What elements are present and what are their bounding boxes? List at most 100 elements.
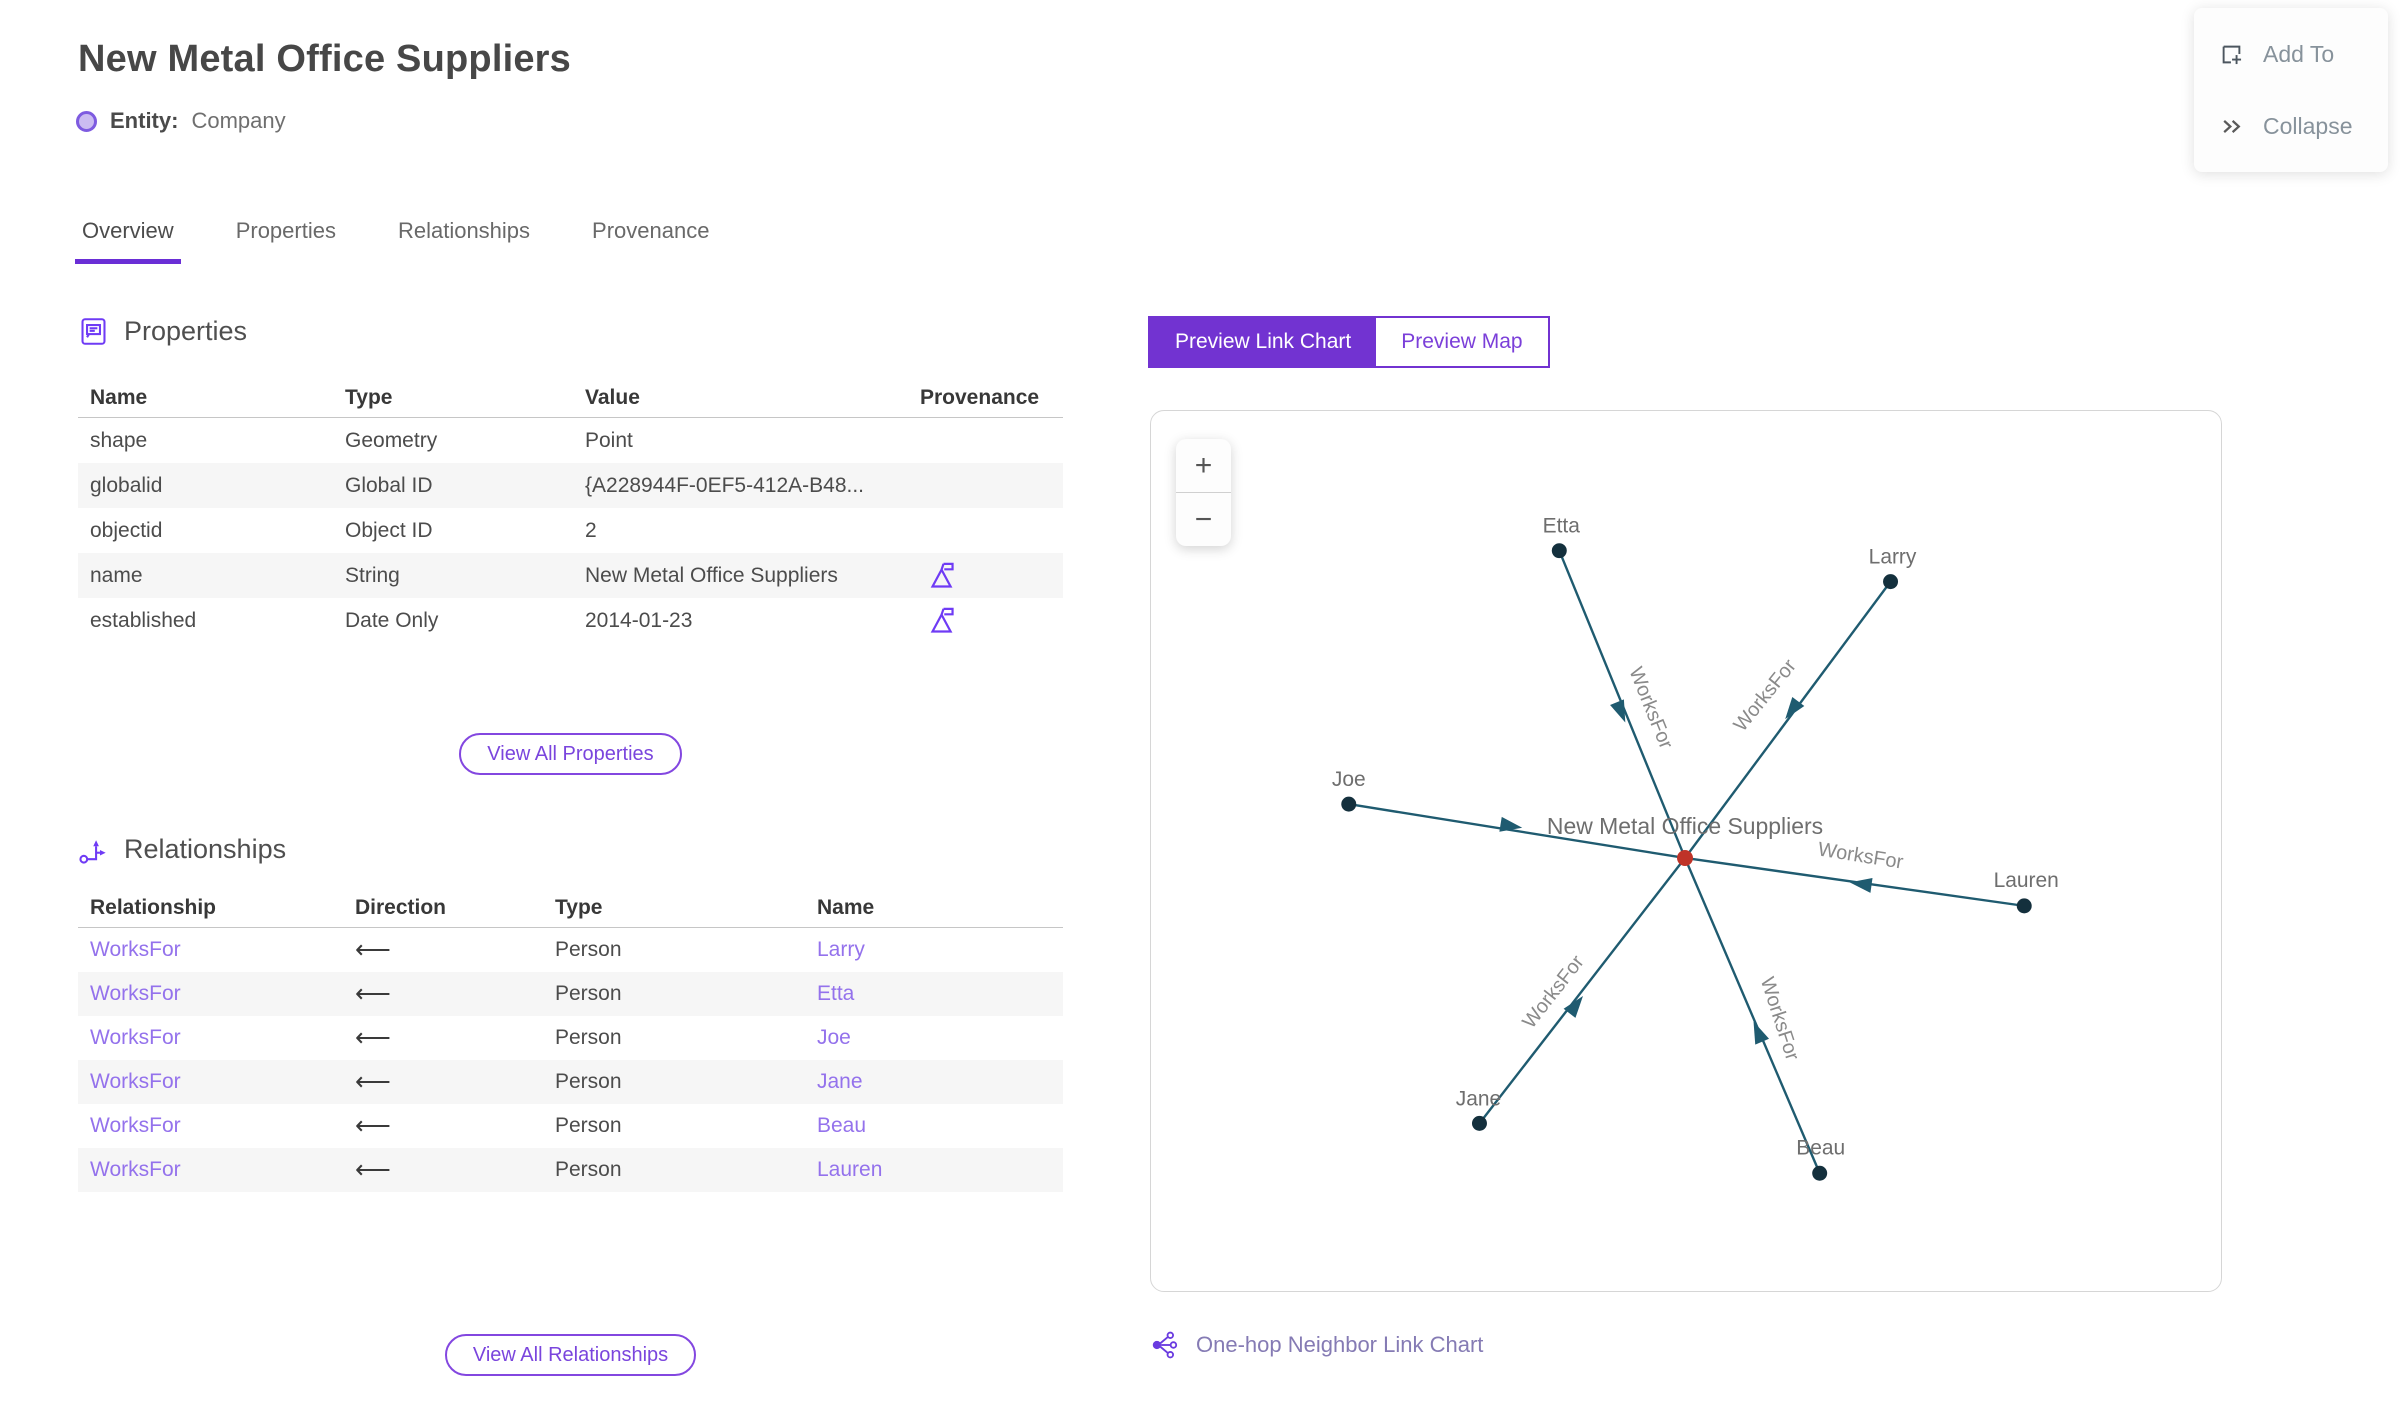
relationship-row: WorksFor ⟵ Person Etta: [78, 972, 1063, 1016]
tab-overview[interactable]: Overview: [75, 218, 181, 264]
property-name: name: [90, 563, 143, 587]
graph-edge[interactable]: [1684, 580, 1892, 859]
direction-arrow: ⟵: [355, 1024, 391, 1052]
relationship-link[interactable]: WorksFor: [90, 1026, 181, 1049]
collapse-icon: [2223, 119, 2241, 133]
property-row: name String New Metal Office Suppliers: [78, 553, 1063, 598]
property-name: established: [90, 608, 197, 632]
link-chart-canvas[interactable]: WorksFor WorksFor WorksFor WorksFor WorksFor…: [1151, 411, 2221, 1291]
relationship-link[interactable]: WorksFor: [90, 1070, 181, 1093]
relationship-link[interactable]: WorksFor: [90, 982, 181, 1005]
node-label: Joe: [1332, 768, 1366, 791]
property-value: 2: [585, 518, 597, 542]
provenance-cell: [920, 605, 1051, 636]
entity-name-link[interactable]: Lauren: [817, 1158, 883, 1181]
graph-node[interactable]: [1471, 1115, 1487, 1131]
zoom-out-button[interactable]: −: [1176, 493, 1231, 546]
direction-arrow: ⟵: [355, 936, 391, 964]
node-label: Jane: [1456, 1087, 1501, 1110]
toggle-preview-map[interactable]: Preview Map: [1376, 318, 1548, 366]
view-all-properties-button[interactable]: View All Properties: [459, 733, 682, 775]
add-to-button[interactable]: Add To: [2194, 35, 2388, 74]
relationship-row: WorksFor ⟵ Person Larry: [78, 928, 1063, 972]
entity-name-link[interactable]: Etta: [817, 982, 855, 1005]
tab-relationships[interactable]: Relationships: [391, 218, 537, 264]
column-header: Provenance: [920, 386, 1040, 409]
graph-edge[interactable]: [1478, 857, 1686, 1125]
property-name: globalid: [90, 473, 163, 497]
column-header: Direction: [355, 896, 447, 919]
graph-edge[interactable]: [1348, 802, 1686, 860]
property-row: established Date Only 2014-01-23: [78, 598, 1063, 643]
relationships-section-heading: Relationships: [78, 831, 1063, 867]
graph-node[interactable]: [1341, 796, 1357, 812]
node-label: Beau: [1796, 1136, 1845, 1159]
property-row: objectid Object ID 2: [78, 508, 1063, 553]
edge-label: WorksFor: [1624, 664, 1677, 752]
tab-bar: Overview Properties Relationships Provenanc…: [75, 218, 716, 264]
edge-label: WorksFor: [1518, 951, 1589, 1033]
tab-provenance[interactable]: Provenance: [585, 218, 716, 264]
zoom-in-button[interactable]: +: [1176, 439, 1231, 492]
relationships-section: Relationships Relationship Direction Type N…: [78, 831, 1063, 1376]
relationship-link[interactable]: WorksFor: [90, 938, 181, 961]
graph-node[interactable]: [2016, 898, 2032, 914]
edge-arrowhead: [1849, 878, 1873, 893]
direction-arrow: ⟵: [355, 1156, 391, 1184]
graph-node[interactable]: [1551, 543, 1567, 559]
edge-arrowhead: [1499, 816, 1523, 832]
tab-properties[interactable]: Properties: [229, 218, 343, 264]
relationship-row: WorksFor ⟵ Person Jane: [78, 1060, 1063, 1104]
properties-section-title: Properties: [124, 315, 248, 346]
property-value: New Metal Office Suppliers: [585, 563, 838, 587]
collapse-button[interactable]: Collapse: [2194, 107, 2388, 146]
center-node[interactable]: [1677, 850, 1693, 866]
column-header: Type: [555, 896, 603, 919]
entity-value: Company: [191, 108, 286, 133]
relationship-link[interactable]: WorksFor: [90, 1158, 181, 1181]
graph-node[interactable]: [1812, 1165, 1828, 1181]
collapse-label: Collapse: [2263, 112, 2353, 139]
entity-name-link[interactable]: Beau: [817, 1114, 867, 1137]
entity-type: Person: [555, 1026, 622, 1049]
chart-caption: One-hop Neighbor Link Chart: [1150, 1330, 1483, 1360]
node-label: Lauren: [1994, 869, 2059, 892]
relationship-row: WorksFor ⟵ Person Lauren: [78, 1148, 1063, 1192]
relationship-link[interactable]: WorksFor: [90, 1114, 181, 1137]
add-to-icon: [2222, 45, 2242, 64]
edge-label: WorksFor: [1730, 655, 1801, 736]
entity-name-link[interactable]: Jane: [817, 1070, 863, 1093]
column-header: Value: [585, 386, 640, 409]
chart-caption-label: One-hop Neighbor Link Chart: [1196, 1332, 1484, 1357]
center-node-label: New Metal Office Suppliers: [1547, 813, 1823, 839]
entity-label: Entity:: [110, 108, 179, 133]
properties-icon: [81, 317, 106, 345]
property-value: Point: [585, 428, 633, 452]
properties-table: Name Type Value Provenance shape Geometry Poi…: [78, 379, 1063, 643]
provenance-flag-icon[interactable]: [928, 605, 959, 636]
entity-name-link[interactable]: Joe: [817, 1026, 851, 1049]
relationships-table-body: WorksFor ⟵ Person Larry WorksFor ⟵ Person Etta W…: [78, 928, 1063, 1192]
provenance-cell: [920, 560, 1051, 591]
edge-arrowhead: [1753, 1021, 1770, 1045]
properties-section-heading: Properties: [78, 313, 1063, 349]
entity-type: Person: [555, 1158, 622, 1181]
graph-edge[interactable]: [1683, 857, 1821, 1174]
toggle-preview-link-chart[interactable]: Preview Link Chart: [1150, 318, 1377, 366]
entity-name-link[interactable]: Larry: [817, 938, 865, 961]
view-all-relationships-button[interactable]: View All Relationships: [444, 1334, 697, 1376]
property-name: objectid: [90, 518, 163, 542]
column-header: Type: [345, 386, 393, 409]
properties-section: Properties Name Type Value Provenance shape…: [78, 313, 1063, 775]
property-type: Global ID: [345, 473, 433, 497]
floating-actions-panel: Add To Collapse: [2194, 8, 2388, 172]
property-row: shape Geometry Point: [78, 418, 1063, 463]
property-type: Object ID: [345, 518, 433, 542]
graph-node[interactable]: [1883, 574, 1899, 590]
column-header: Name: [817, 896, 875, 919]
direction-arrow: ⟵: [355, 1112, 391, 1140]
entity-type: Person: [555, 1114, 622, 1137]
provenance-flag-icon[interactable]: [928, 560, 959, 591]
edge-arrowhead: [1610, 699, 1626, 723]
